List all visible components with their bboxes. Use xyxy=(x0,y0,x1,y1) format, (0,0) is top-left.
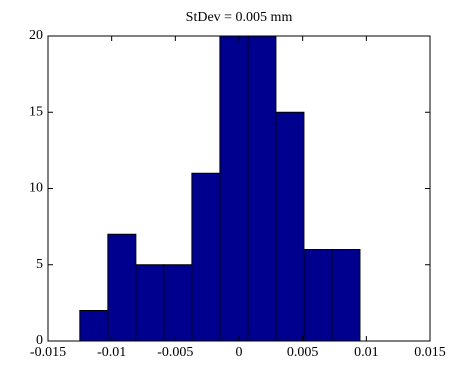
y-tick-label: 0 xyxy=(36,333,43,348)
chart-title: StDev = 0.005 mm xyxy=(186,10,293,25)
bar xyxy=(331,249,361,342)
bar xyxy=(163,264,193,342)
x-tick-label: 0 xyxy=(236,345,243,360)
y-tick-label: 20 xyxy=(29,28,43,43)
x-tick-label: 0.01 xyxy=(354,345,379,360)
y-tick-label: 5 xyxy=(36,257,43,272)
x-tick-label: 0.015 xyxy=(414,345,446,360)
x-tick-label: -0.015 xyxy=(30,345,66,360)
y-tick-label: 15 xyxy=(29,104,43,119)
x-tick-label: -0.01 xyxy=(97,345,126,360)
bar xyxy=(79,310,109,342)
bar xyxy=(135,264,165,342)
bar xyxy=(275,111,305,342)
bar xyxy=(191,172,221,342)
x-tick-label: -0.005 xyxy=(157,345,193,360)
bar xyxy=(107,233,137,342)
x-tick-label: 0.005 xyxy=(287,345,319,360)
bar xyxy=(247,35,277,342)
y-tick-label: 10 xyxy=(29,181,43,196)
bar xyxy=(219,35,249,342)
bar xyxy=(303,249,333,342)
